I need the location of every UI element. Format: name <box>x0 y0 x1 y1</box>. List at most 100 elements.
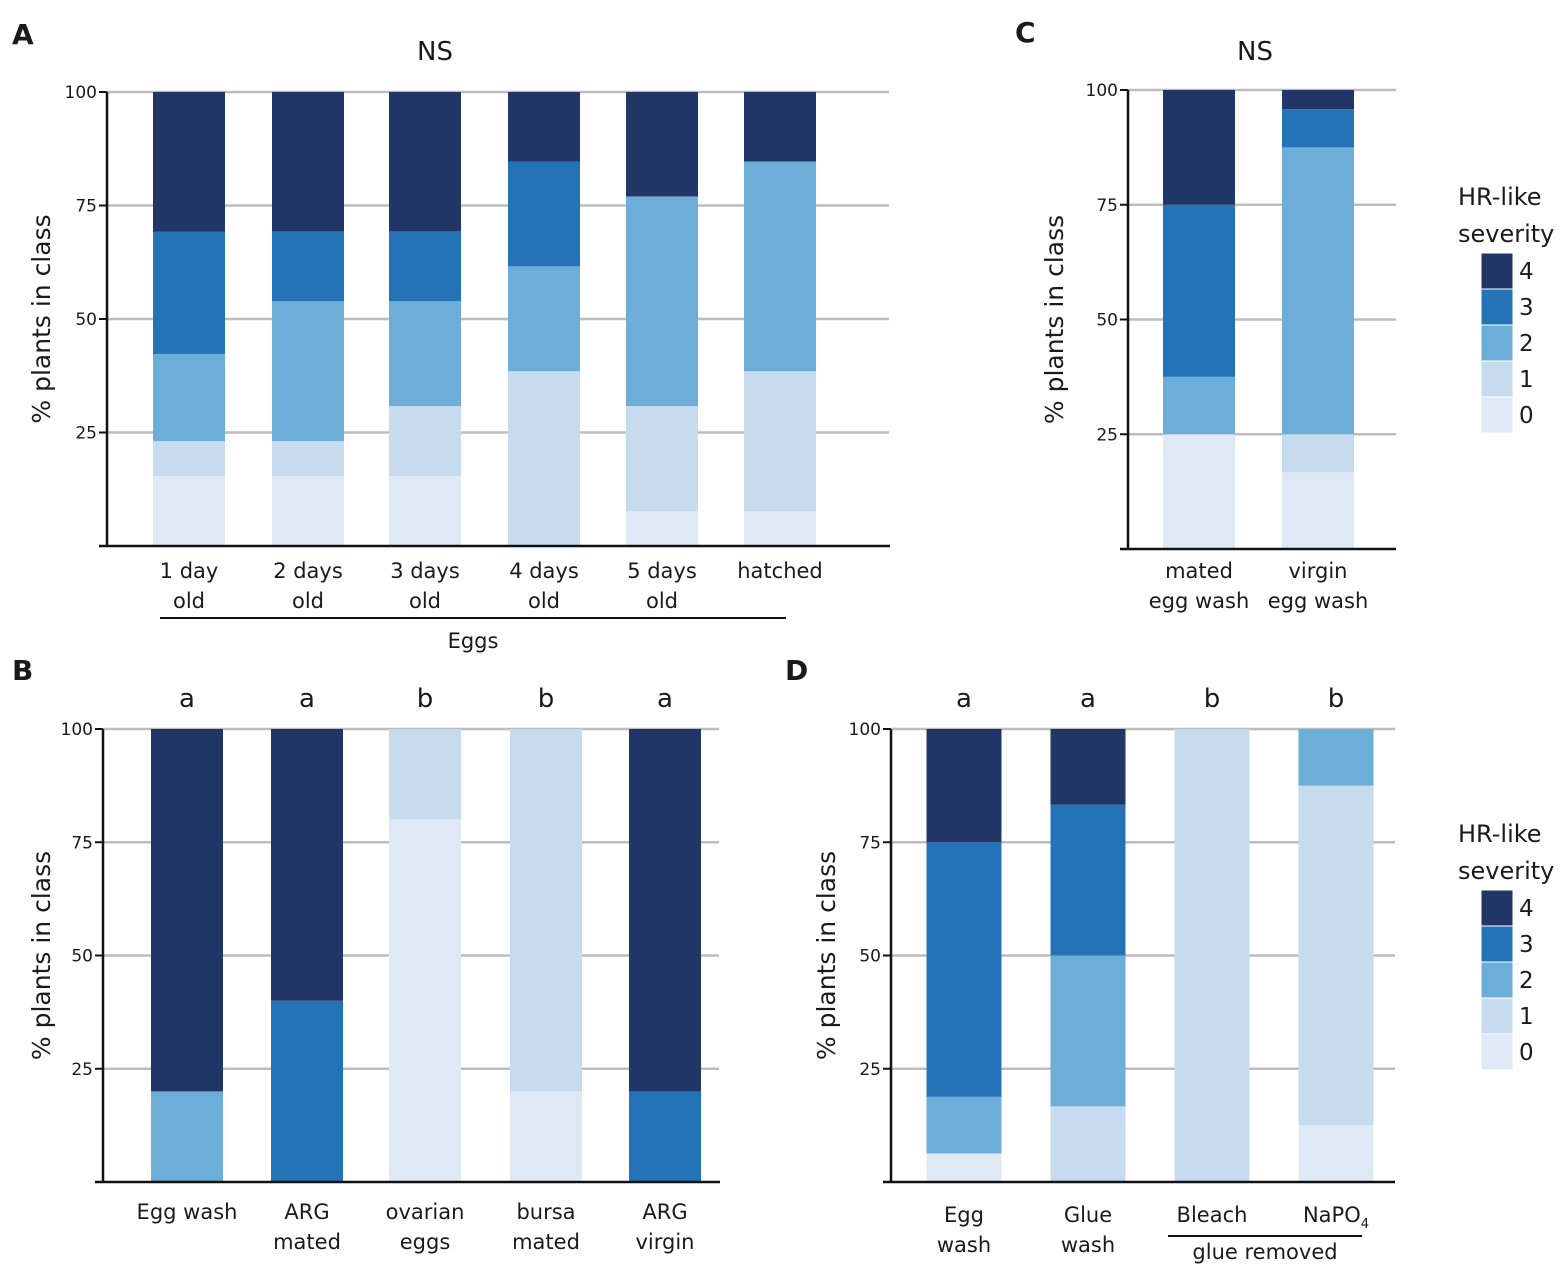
x-tick-label: Egg wash <box>137 1200 238 1224</box>
y-tick-label: 25 <box>71 1060 93 1080</box>
bar-segment-0 <box>153 476 225 546</box>
bar-segment-2 <box>153 353 225 442</box>
bar-segment-4 <box>626 92 698 197</box>
y-tick-label: 75 <box>75 197 97 217</box>
bar-segment-0 <box>272 476 344 546</box>
legend-label: 3 <box>1519 932 1534 958</box>
bar-stack <box>272 92 344 546</box>
panel-letter: B <box>12 654 33 687</box>
x-tick-label: 4 days <box>509 559 579 583</box>
y-tick-label: 75 <box>71 833 93 853</box>
significance-letter: a <box>956 684 972 714</box>
bar-segment-2 <box>272 301 344 442</box>
bar-segment-0 <box>389 476 461 546</box>
x-tick-label: mated <box>1165 559 1233 583</box>
y-tick-label: 75 <box>859 833 881 853</box>
x-tick-label: Glue <box>1064 1203 1112 1227</box>
bar-segment-2 <box>926 1096 1002 1154</box>
legend-label: 3 <box>1519 295 1534 321</box>
panel-a: A NS 100 75 50 25 % plants in class 1 day old 2 d… <box>12 18 890 653</box>
x-tick-label: old <box>409 589 441 613</box>
bar-segment-2 <box>151 1091 223 1182</box>
bar-stack <box>153 92 225 546</box>
panel-letter: C <box>1015 16 1036 49</box>
x-tick-label: 2 days <box>273 559 343 583</box>
bar-segment-2 <box>1282 147 1354 435</box>
y-tick-label: 50 <box>859 947 881 967</box>
bar-segment-4 <box>508 92 580 162</box>
bar-stack <box>1282 90 1354 549</box>
x-tick-label: ovarian <box>386 1200 465 1224</box>
panel-title: NS <box>417 37 453 67</box>
panel-letter: A <box>12 18 34 51</box>
x-tick-label: hatched <box>737 559 823 583</box>
bar-segment-1 <box>744 371 816 512</box>
group-label: glue removed <box>1192 1240 1337 1264</box>
x-tick-label: 3 days <box>390 559 460 583</box>
y-tick-label: 100 <box>65 83 97 103</box>
x-tick-label: old <box>646 589 678 613</box>
x-tick-label: virgin <box>1288 559 1347 583</box>
bar-segment-1 <box>626 406 698 512</box>
panel-title: NS <box>1237 37 1273 67</box>
legend-label: 4 <box>1519 896 1534 922</box>
group-label: Eggs <box>448 629 499 653</box>
bar-stack <box>626 92 698 546</box>
x-tick-label: wash <box>937 1233 991 1257</box>
significance-letter: b <box>1328 684 1345 714</box>
bar-segment-4 <box>926 729 1002 843</box>
x-tick-label: ARG <box>642 1200 687 1224</box>
panel-d: D 100 75 50 25 % plants in class Egg wash Glue wa… <box>785 654 1395 1264</box>
bar-segment-0 <box>926 1153 1002 1182</box>
panel-letter: D <box>785 654 808 687</box>
x-tick-label: Bleach <box>1177 1203 1248 1227</box>
bar-segment-2 <box>1298 729 1374 786</box>
bar-segment-4 <box>744 92 816 162</box>
bar-segment-1 <box>1298 785 1374 1126</box>
x-tick-label: NaPO4 <box>1303 1203 1369 1232</box>
legend-swatch-3 <box>1480 288 1514 326</box>
bar-stack <box>508 92 580 546</box>
significance-letter: a <box>657 684 673 714</box>
bar-segment-1 <box>1050 1106 1126 1182</box>
legend-swatch-1 <box>1480 360 1514 398</box>
legend-swatch-4 <box>1480 889 1514 927</box>
y-tick-label: 75 <box>1096 196 1118 216</box>
bar-segment-4 <box>1163 90 1235 205</box>
legend-swatch-2 <box>1480 324 1514 362</box>
bar-stack <box>1050 729 1126 1182</box>
bar-stack <box>629 729 701 1182</box>
bar-segment-4 <box>1282 90 1354 110</box>
x-tick-label: ARG <box>284 1200 329 1224</box>
bar-segment-2 <box>389 301 461 407</box>
bar-stack <box>510 729 582 1182</box>
bar-stack <box>1174 729 1250 1182</box>
significance-letter: b <box>1204 684 1221 714</box>
y-tick-label: 50 <box>1096 311 1118 331</box>
bar-stack <box>151 729 223 1182</box>
legend-label: 0 <box>1519 1040 1534 1066</box>
legend-title: severity <box>1458 857 1554 885</box>
legend-label: 1 <box>1519 367 1534 393</box>
x-tick-label: 1 day <box>160 559 219 583</box>
legend: HR-like severity 4 3 2 1 0 <box>1458 820 1554 1071</box>
bar-segment-1 <box>153 441 225 477</box>
significance-letter: a <box>1080 684 1096 714</box>
bar-segment-3 <box>153 231 225 354</box>
bar-segment-0 <box>1282 472 1354 549</box>
x-tick-label-subscript: 4 <box>1361 1217 1369 1232</box>
legend: HR-like severity 4 3 2 1 0 <box>1458 183 1554 434</box>
bar-stack <box>744 92 816 546</box>
bar-segment-2 <box>626 196 698 407</box>
bar-segment-3 <box>1163 204 1235 377</box>
bar-stack <box>1163 90 1235 549</box>
bar-segment-0 <box>1163 434 1235 549</box>
bar-segment-4 <box>389 92 461 232</box>
y-tick-label: 100 <box>1086 81 1118 101</box>
bar-segment-1 <box>1174 729 1250 1182</box>
bar-segment-2 <box>1050 955 1126 1107</box>
bar-segment-2 <box>508 266 580 372</box>
x-tick-label: old <box>292 589 324 613</box>
x-tick-label: 5 days <box>627 559 697 583</box>
